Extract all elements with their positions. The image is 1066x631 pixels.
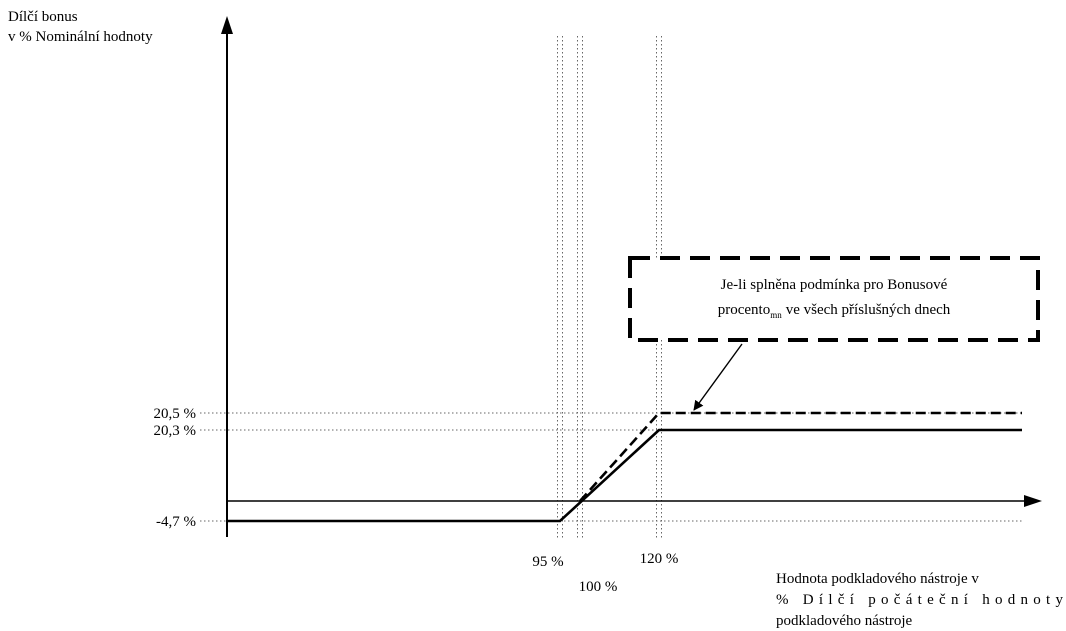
annotation-line-1: Je-li splněna podmínka pro Bonusové [721,277,948,293]
y-tick-label: 20,5 % [154,406,197,422]
annotation-subscript: mn [770,310,782,320]
x-tick-label: 95 % [532,554,563,570]
series-group [227,411,1022,523]
annotation-line-2: procentomn ve všech příslušných dnech [718,302,951,320]
x-axis-title-line-1: Hodnota podkladového nástroje v [776,571,979,587]
y-axis-title-line-1: Dílčí bonus [8,9,78,25]
y-tick-label: -4,7 % [156,514,196,530]
y-tick-label: 20,3 % [154,423,197,439]
x-axis-arrowhead [1024,495,1042,507]
annotation-pointer [693,343,743,411]
y-axis-arrowhead [221,16,233,34]
series-dashed-line [579,411,1022,502]
annotation-line-2-rest: ve všech příslušných dnech [786,302,951,318]
axes [221,16,1042,537]
y-axis-title-line-2: v % Nominální hodnoty [8,29,153,45]
x-axis-title-line-3: podkladového nástroje [776,613,913,629]
x-tick-label: 100 % [579,579,618,595]
tick-labels: 20,5 %20,3 % -4,7 % 95 % 100 % 120 % [154,406,679,595]
series-solid-line [227,428,1022,523]
x-axis-title-line-2: % Dílčí počáteční hodnoty [776,592,1064,608]
annotation-line-2-main: procento [718,302,770,318]
annotation-box [628,256,1040,342]
annotation: Je-li splněna podmínka pro Bonusové proc… [628,256,1040,411]
x-tick-label: 120 % [640,551,679,567]
